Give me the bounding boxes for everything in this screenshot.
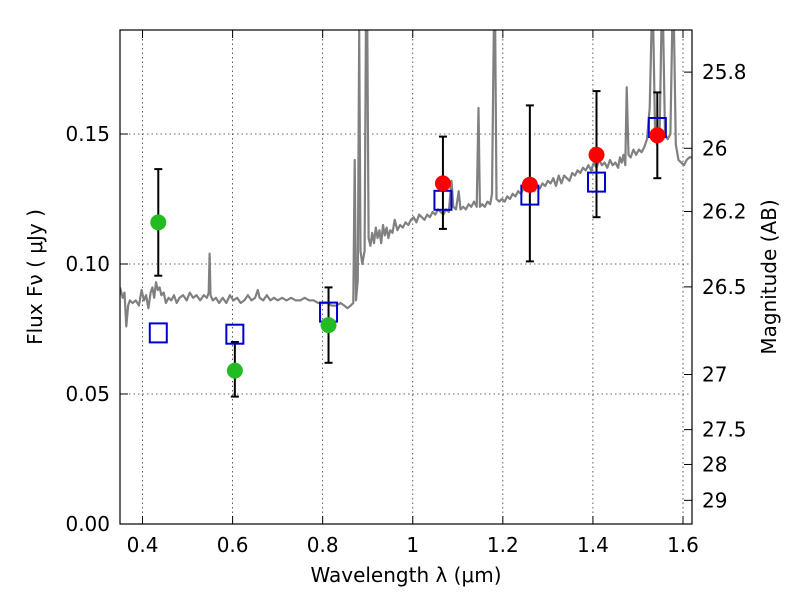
x-tick-label: 1.6 <box>667 533 699 557</box>
x-tick-label: 1.2 <box>487 533 519 557</box>
y-tick-label: 0.00 <box>65 512 110 536</box>
model-spectrum-line <box>120 30 692 328</box>
x-tick-label: 0.4 <box>127 533 159 557</box>
right-tick-label: 26.2 <box>702 199 747 223</box>
right-axis-title: Magnitude (AB) <box>757 199 781 354</box>
grid-lines <box>120 30 692 525</box>
plot-area <box>120 30 692 398</box>
observed-flux-circle-marker <box>226 362 243 379</box>
right-tick-label: 26.5 <box>702 275 747 299</box>
right-tick-label: 26 <box>702 136 727 160</box>
y-tick-label: 0.15 <box>65 122 110 146</box>
observed-flux-circle-marker <box>434 175 451 192</box>
x-tick-label: 1 <box>406 533 419 557</box>
axis-ticks: 0.4 0.6 0.8 1 1.2 1.4 1.6 0.00 0.05 0.10 0.15 25.8 2… <box>65 30 747 557</box>
right-tick-label: 25.8 <box>702 60 747 84</box>
observed-flux-circle-marker <box>150 214 167 231</box>
model-flux-square-marker <box>148 322 168 344</box>
x-tick-label: 0.6 <box>217 533 249 557</box>
y-tick-label: 0.05 <box>65 382 110 406</box>
right-tick-label: 27 <box>702 363 727 387</box>
model-flux-square-marker <box>225 323 245 345</box>
x-axis-title: Wavelength λ (μm) <box>310 563 501 587</box>
observed-flux-circle-marker <box>521 176 538 193</box>
y-tick-label: 0.10 <box>65 252 110 276</box>
y-axis-title: Flux Fν ( μJy ) <box>23 209 47 345</box>
observed-flux-circle-marker <box>649 127 666 144</box>
model-flux-square-marker <box>587 171 607 193</box>
observed-flux-circle-marker <box>320 317 337 334</box>
x-tick-label: 0.8 <box>307 533 339 557</box>
right-tick-label: 29 <box>702 488 727 512</box>
plot-frame <box>119 29 693 525</box>
right-tick-label: 27.5 <box>702 418 747 442</box>
right-tick-label: 28 <box>702 452 727 476</box>
observed-flux-circle-marker <box>588 146 605 163</box>
x-tick-label: 1.4 <box>577 533 609 557</box>
